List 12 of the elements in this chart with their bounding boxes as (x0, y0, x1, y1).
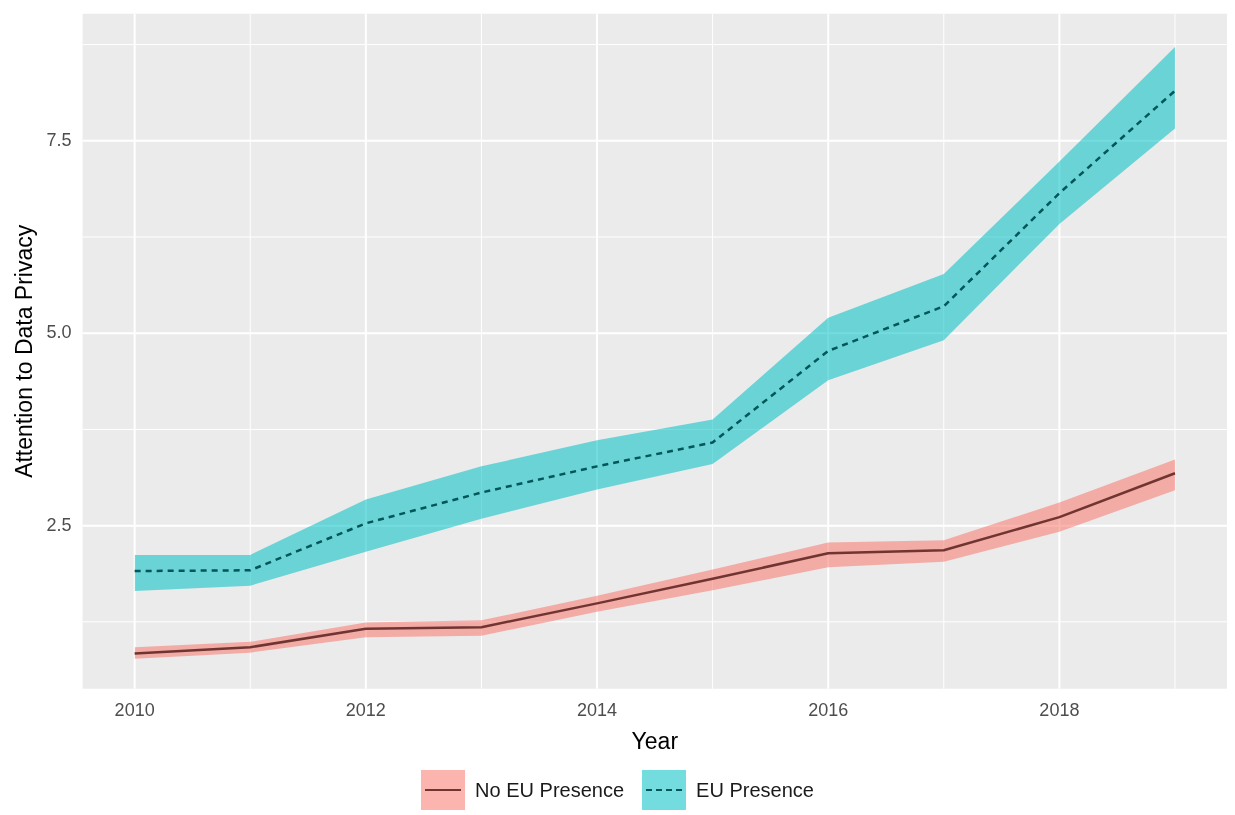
x-axis-title: Year (631, 727, 679, 754)
legend-label: No EU Presence (475, 778, 625, 802)
x-tick-label: 2018 (1039, 699, 1080, 720)
x-tick-label: 2014 (576, 699, 618, 720)
legend-label: EU Presence (696, 778, 814, 802)
y-axis-title: Attention to Data Privacy (11, 224, 38, 478)
y-tick-label: 5.0 (46, 322, 72, 343)
y-tick-label: 2.5 (46, 514, 72, 535)
x-tick-label: 2010 (114, 699, 155, 720)
x-tick-label: 2012 (345, 699, 386, 720)
x-tick-label: 2016 (808, 699, 849, 720)
y-tick-label: 7.5 (46, 129, 72, 150)
